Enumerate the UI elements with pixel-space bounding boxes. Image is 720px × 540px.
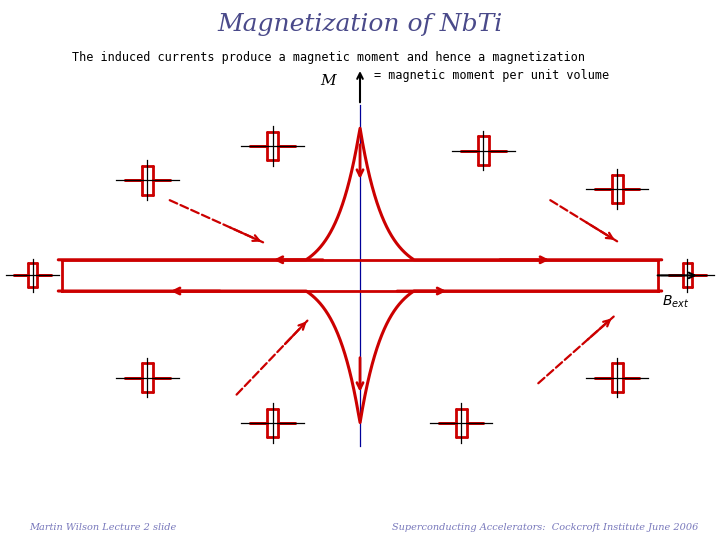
Text: Magnetization of NbTi: Magnetization of NbTi [217, 14, 503, 37]
Text: M: M [320, 74, 336, 88]
Text: Martin Wilson Lecture 2 slide: Martin Wilson Lecture 2 slide [29, 523, 176, 532]
Text: = magnetic moment per unit volume: = magnetic moment per unit volume [374, 69, 610, 82]
Text: Superconducting Accelerators:  Cockcroft Institute June 2006: Superconducting Accelerators: Cockcroft … [392, 523, 698, 532]
Text: $B_{ext}$: $B_{ext}$ [662, 294, 689, 310]
Text: The induced currents produce a magnetic moment and hence a magnetization: The induced currents produce a magnetic … [72, 51, 585, 64]
